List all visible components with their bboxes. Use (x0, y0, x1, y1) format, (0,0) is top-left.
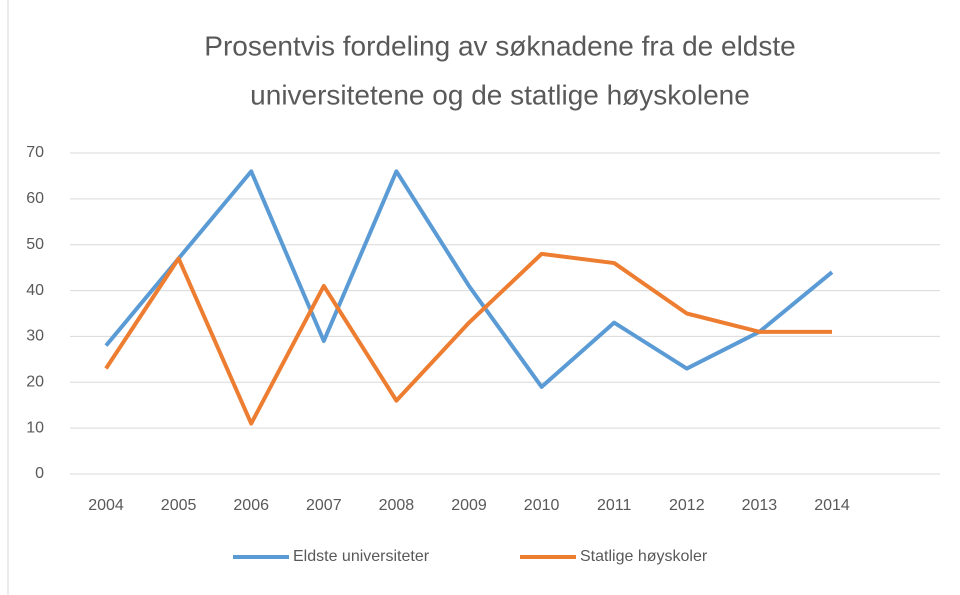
chart-title: universitetene og de statlige høyskolene (250, 79, 750, 110)
x-tick-label: 2014 (814, 497, 850, 514)
legend-label: Statlige høyskoler (580, 548, 708, 565)
y-tick-label: 0 (35, 465, 44, 482)
x-tick-label: 2013 (742, 497, 778, 514)
y-tick-label: 20 (26, 374, 44, 391)
x-tick-label: 2007 (306, 497, 342, 514)
legend-label: Eldste universiteter (293, 548, 430, 565)
x-tick-label: 2004 (88, 497, 124, 514)
y-tick-label: 40 (26, 282, 44, 299)
x-tick-label: 2009 (451, 497, 487, 514)
y-tick-label: 30 (26, 328, 44, 345)
x-tick-label: 2012 (669, 497, 705, 514)
y-tick-label: 70 (26, 144, 44, 161)
y-tick-label: 60 (26, 190, 44, 207)
chart-title: Prosentvis fordeling av søknadene fra de… (204, 30, 795, 61)
x-tick-label: 2008 (379, 497, 415, 514)
x-tick-label: 2010 (524, 497, 560, 514)
x-tick-label: 2005 (161, 497, 197, 514)
y-tick-label: 50 (26, 236, 44, 253)
x-tick-label: 2006 (233, 497, 269, 514)
series-line (104, 169, 834, 389)
y-tick-label: 10 (26, 419, 44, 436)
series-line (104, 251, 832, 426)
x-tick-label: 2011 (597, 497, 632, 514)
